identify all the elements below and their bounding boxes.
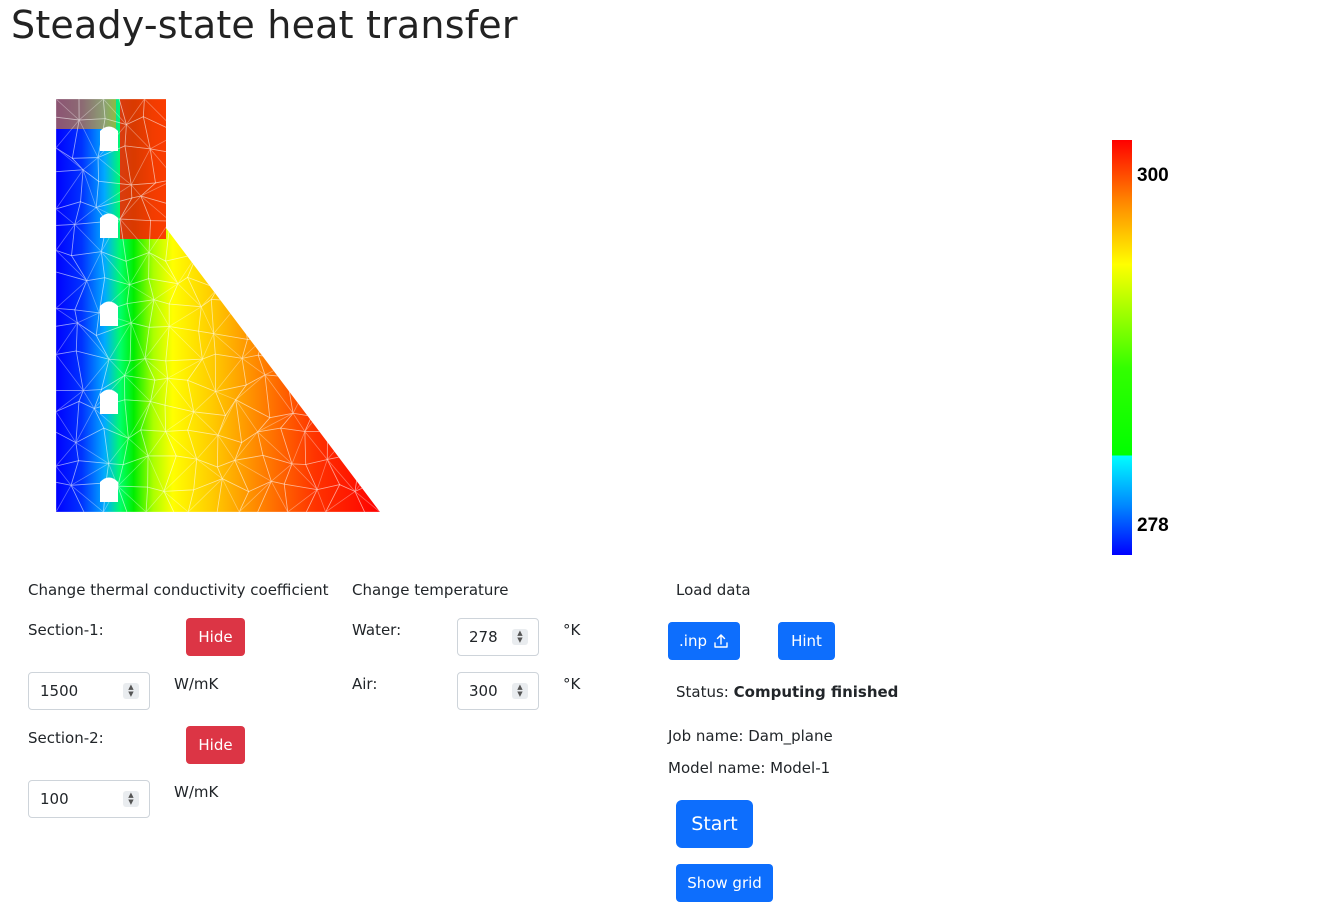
air-temperature-value[interactable] bbox=[469, 682, 505, 700]
status-line: Status: Computing finished bbox=[676, 683, 898, 701]
job-name: Job name: Dam_plane bbox=[668, 727, 833, 745]
spinner-arrows-icon[interactable]: ▲ ▼ bbox=[512, 629, 528, 645]
load-data-heading: Load data bbox=[676, 581, 751, 599]
temperature-heading: Change temperature bbox=[352, 581, 509, 599]
status-value: Computing finished bbox=[733, 683, 899, 701]
section1-label: Section-1: bbox=[28, 621, 104, 639]
model-name: Model name: Model-1 bbox=[668, 759, 831, 777]
section2-unit: W/mK bbox=[174, 783, 219, 801]
section2-label: Section-2: bbox=[28, 729, 104, 747]
spinner-arrows-icon[interactable]: ▲ ▼ bbox=[123, 683, 139, 699]
water-unit: °K bbox=[563, 621, 581, 639]
air-temperature-input[interactable]: ▲▼ bbox=[457, 672, 539, 710]
colorbar-max-label: 300 bbox=[1137, 165, 1169, 186]
conductivity-heading: Change thermal conductivity coefficient bbox=[28, 581, 329, 599]
upload-icon bbox=[714, 634, 728, 648]
water-temperature-value[interactable] bbox=[469, 628, 505, 646]
section2-conductivity-input[interactable]: ▲▼ bbox=[28, 780, 150, 818]
section1-hide-button[interactable]: Hide bbox=[186, 618, 245, 656]
load-inp-button[interactable]: .inp bbox=[668, 622, 740, 660]
show-grid-button[interactable]: Show grid bbox=[676, 864, 773, 902]
water-temperature-input[interactable]: ▲▼ bbox=[457, 618, 539, 656]
status-label: Status: bbox=[676, 683, 729, 701]
colorbar-min-label: 278 bbox=[1137, 515, 1169, 536]
page-title: Steady-state heat transfer bbox=[11, 3, 518, 47]
section1-unit: W/mK bbox=[174, 675, 219, 693]
dam-galleries bbox=[100, 126, 118, 502]
spinner-arrows-icon[interactable]: ▲ ▼ bbox=[512, 683, 528, 699]
colorbar bbox=[1112, 140, 1132, 555]
load-inp-label: .inp bbox=[679, 632, 707, 650]
section2-hide-button[interactable]: Hide bbox=[186, 726, 245, 764]
section2-conductivity-value[interactable] bbox=[40, 790, 100, 808]
section1-conductivity-value[interactable] bbox=[40, 682, 100, 700]
hint-button[interactable]: Hint bbox=[778, 622, 835, 660]
section1-conductivity-input[interactable]: ▲▼ bbox=[28, 672, 150, 710]
spinner-arrows-icon[interactable]: ▲ ▼ bbox=[123, 791, 139, 807]
start-button[interactable]: Start bbox=[676, 800, 753, 848]
temperature-field-plot: 300 278 bbox=[56, 99, 1169, 555]
water-label: Water: bbox=[352, 621, 402, 639]
air-label: Air: bbox=[352, 675, 378, 693]
air-unit: °K bbox=[563, 675, 581, 693]
